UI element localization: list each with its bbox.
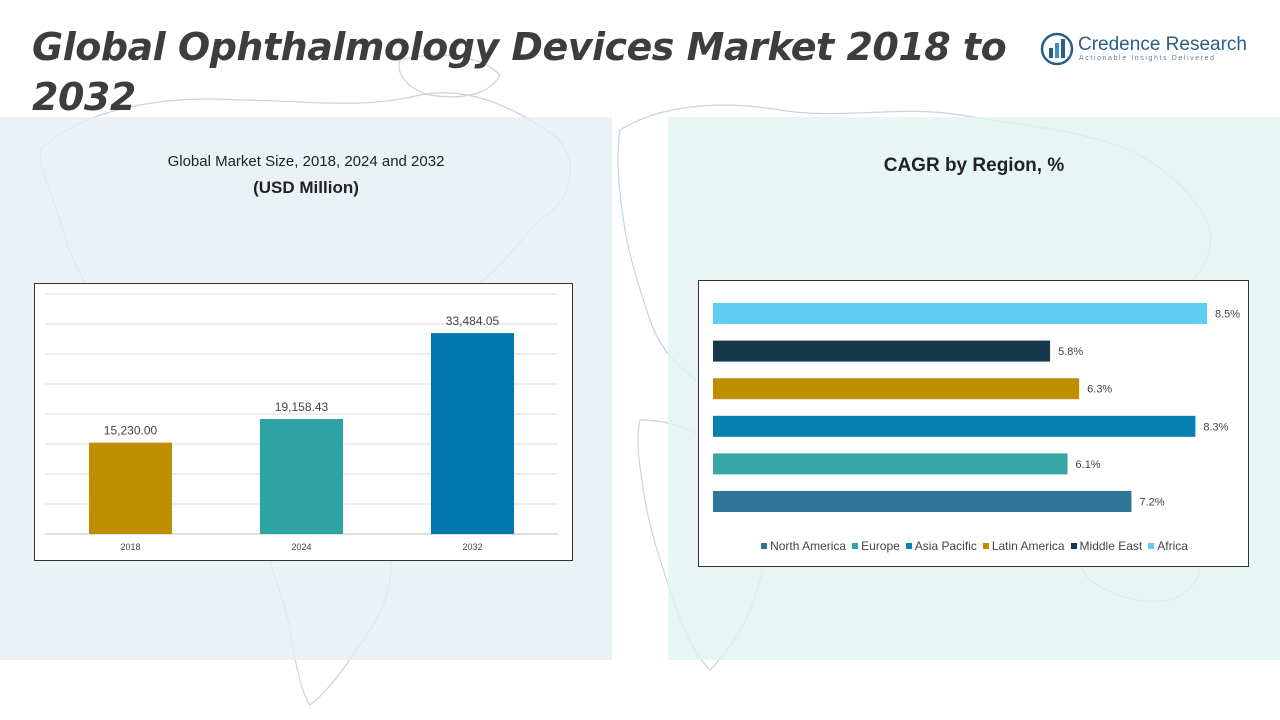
- cagr-chart: 8.5% 5.8% 6.3% 8.3% 6.1% 7.2% North America Eu…: [698, 280, 1249, 567]
- legend-item: Middle East: [1070, 539, 1143, 553]
- legend-label: Africa: [1157, 539, 1188, 553]
- x-tick-label: 2018: [120, 542, 140, 552]
- legend-label: Middle East: [1079, 539, 1143, 553]
- x-tick-label: 2032: [462, 542, 482, 552]
- hbar-value-label: 6.3%: [1087, 384, 1112, 396]
- legend-item: Asia Pacific: [905, 539, 977, 553]
- legend-swatch: [1070, 542, 1077, 549]
- legend-swatch: [761, 542, 768, 549]
- hbar-value-label: 6.1%: [1076, 459, 1101, 471]
- brand-tagline: Actionable Insights Delivered: [1079, 55, 1216, 62]
- bar-2018: [89, 442, 172, 534]
- bar-chart-globe-icon: [1040, 32, 1074, 66]
- legend-label: Europe: [861, 539, 900, 553]
- legend-item: Europe: [852, 539, 900, 553]
- legend-swatch: [852, 542, 859, 549]
- legend-label: North America: [770, 539, 847, 553]
- bar-value-label: 15,230.00: [104, 424, 158, 438]
- legend-item: Latin America: [982, 539, 1065, 553]
- market-size-subtitle: Global Market Size, 2018, 2024 and 2032: [167, 153, 445, 170]
- market-size-chart: 15,230.00 2018 19,158.43 2024 33,484.05 2032: [34, 283, 573, 561]
- hbar-value-label: 5.8%: [1058, 346, 1083, 358]
- bar-value-label: 19,158.43: [275, 400, 329, 414]
- market-size-chart-svg: 15,230.00 2018 19,158.43 2024 33,484.05 2032: [45, 293, 558, 552]
- legend-swatch: [1148, 542, 1155, 549]
- bar-2032: [431, 333, 514, 534]
- hbar-europe: [713, 453, 1068, 475]
- hbar-value-label: 8.3%: [1203, 421, 1228, 433]
- brand-logo: Credence Research Actionable Insights De…: [1040, 30, 1260, 70]
- bar-value-label: 33,484.05: [446, 314, 500, 328]
- legend-item: Africa: [1148, 539, 1188, 553]
- hbar-value-label: 8.5%: [1215, 309, 1240, 321]
- market-size-unit: (USD Million): [253, 178, 359, 197]
- hbar-middle-east: [713, 340, 1051, 362]
- hbar-value-label: 7.2%: [1139, 497, 1164, 509]
- legend-label: Asia Pacific: [914, 539, 977, 553]
- hbar-north-america: [713, 491, 1132, 512]
- cagr-chart-svg: 8.5% 5.8% 6.3% 8.3% 6.1% 7.2%: [713, 303, 1240, 512]
- page-title: Global Ophthalmology Devices Market 2018…: [32, 25, 1007, 119]
- legend-swatch: [982, 542, 989, 549]
- cagr-title: CAGR by Region, %: [883, 155, 1065, 176]
- bar-2024: [260, 419, 343, 534]
- hbar-latin-america: [713, 378, 1080, 400]
- legend-label: Latin America: [991, 539, 1065, 553]
- hbar-africa: [713, 303, 1207, 324]
- hbar-asia-pacific: [713, 415, 1196, 437]
- x-tick-label: 2024: [291, 542, 311, 552]
- cagr-legend: North America Europe Asia Pacific Latin Ame…: [699, 539, 1250, 553]
- brand-name: Credence Research: [1078, 34, 1247, 55]
- legend-item: North America: [761, 539, 846, 553]
- legend-swatch: [905, 542, 912, 549]
